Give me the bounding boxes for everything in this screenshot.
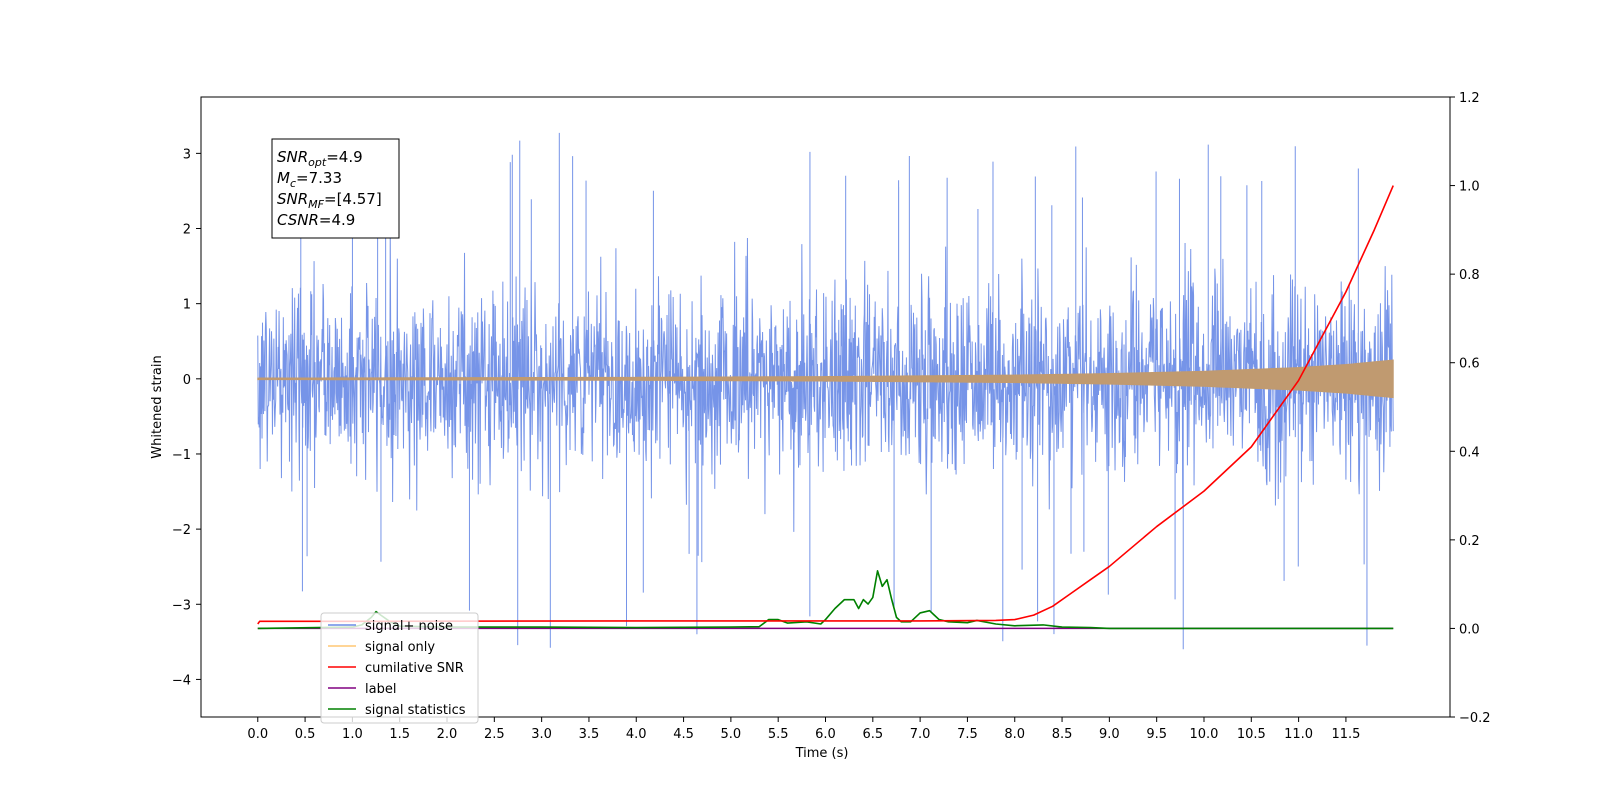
y2-tick-label: 0.4: [1459, 445, 1480, 460]
annotation-line: SNRMF=[4.57]: [277, 190, 382, 211]
annotation-line: SNRopt=4.9: [277, 148, 363, 169]
x-tick-label: 11.0: [1284, 727, 1313, 742]
x-tick-label: 1.0: [342, 727, 363, 742]
legend-entry-label: cumilative SNR: [365, 661, 464, 676]
x-tick-label: 7.0: [910, 727, 931, 742]
legend-entry-label: label: [365, 682, 396, 697]
legend-entry-label: signal only: [365, 640, 435, 655]
signal-only-series: [257, 359, 1394, 399]
annotation-value: =4.9: [326, 148, 362, 166]
legend: signal+ noise signal only cumilative SNR la…: [320, 612, 479, 724]
y-tick-label: −4: [172, 673, 191, 688]
y2-tick-label: 1.0: [1459, 180, 1480, 195]
y-tick-label: 0: [183, 373, 191, 388]
signal-plus-noise-line: [257, 132, 1394, 650]
x-tick-label: 4.0: [626, 727, 647, 742]
y-tick-label: 2: [183, 223, 191, 238]
x-tick-label: 6.5: [862, 727, 883, 742]
y-axis-ticks: 3 2 1 0 −1 −2 −3 −4: [172, 147, 201, 688]
annotation-value: =[4.57]: [324, 190, 382, 208]
annotation-subscript: MF: [308, 198, 324, 211]
y-tick-label: −2: [172, 523, 191, 538]
annotation-line: CSNR=4.9: [277, 211, 355, 229]
legend-frame: [320, 612, 479, 724]
legend-entry-label: signal statistics: [365, 703, 466, 718]
x-tick-label: 3.5: [579, 727, 600, 742]
legend-entry-label: signal+ noise: [365, 619, 453, 634]
x-tick-label: 8.0: [1004, 727, 1025, 742]
annotation-symbol: CSNR: [277, 211, 319, 229]
y2-axis-ticks: 1.2 1.0 0.8 0.6 0.4 0.2 0.0 −0.2: [1450, 91, 1491, 726]
x-tick-label: 10.0: [1190, 727, 1219, 742]
y-tick-label: −1: [172, 448, 191, 463]
x-tick-label: 3.0: [531, 727, 552, 742]
x-tick-label: 7.5: [957, 727, 978, 742]
cumulative-snr-line: [257, 185, 1394, 625]
annotation-value: =7.33: [296, 169, 342, 187]
annotation-frame: [271, 138, 400, 239]
x-tick-label: 2.5: [484, 727, 505, 742]
annotation-symbol: SNR: [277, 148, 308, 166]
x-tick-label: 0.0: [247, 727, 268, 742]
x-tick-label: 8.5: [1052, 727, 1073, 742]
x-tick-label: 5.5: [768, 727, 789, 742]
x-tick-label: 5.0: [721, 727, 742, 742]
x-tick-label: 2.0: [437, 727, 458, 742]
x-tick-label: 9.5: [1146, 727, 1167, 742]
y-axis-label: Whitened strain: [150, 355, 165, 458]
x-tick-label: 0.5: [295, 727, 316, 742]
annotation-symbol: SNR: [277, 190, 308, 208]
x-axis-ticks: 0.0 0.5 1.0 1.5 2.0 2.5 3.0 3.5 4.0 4.5 5.0 5.5 6.0 6…: [247, 717, 1360, 742]
x-tick-label: 6.0: [815, 727, 836, 742]
y-tick-label: 3: [183, 147, 191, 162]
x-tick-label: 11.5: [1331, 727, 1360, 742]
x-tick-label: 4.5: [673, 727, 694, 742]
y2-tick-label: 0.8: [1459, 268, 1480, 283]
y-tick-label: −3: [172, 598, 191, 613]
x-tick-label: 10.5: [1237, 727, 1266, 742]
y2-tick-label: 0.0: [1459, 622, 1480, 637]
y2-tick-label: −0.2: [1459, 711, 1491, 726]
x-tick-label: 9.0: [1099, 727, 1120, 742]
signal-only-band: [257, 359, 1394, 399]
annotation-subscript: opt: [308, 156, 327, 169]
x-axis-label: Time (s): [795, 746, 849, 761]
annotation-line: Mc=7.33: [277, 169, 342, 190]
y2-tick-label: 1.2: [1459, 91, 1480, 106]
signal-plus-noise-series: [257, 132, 1394, 650]
y-tick-label: 1: [183, 298, 191, 313]
annotation-value: =4.9: [319, 211, 355, 229]
annotation-symbol: M: [277, 169, 290, 187]
y2-tick-label: 0.2: [1459, 534, 1480, 549]
x-tick-label: 1.5: [389, 727, 410, 742]
annotation-subscript: c: [290, 177, 296, 190]
y2-tick-label: 0.6: [1459, 357, 1480, 372]
